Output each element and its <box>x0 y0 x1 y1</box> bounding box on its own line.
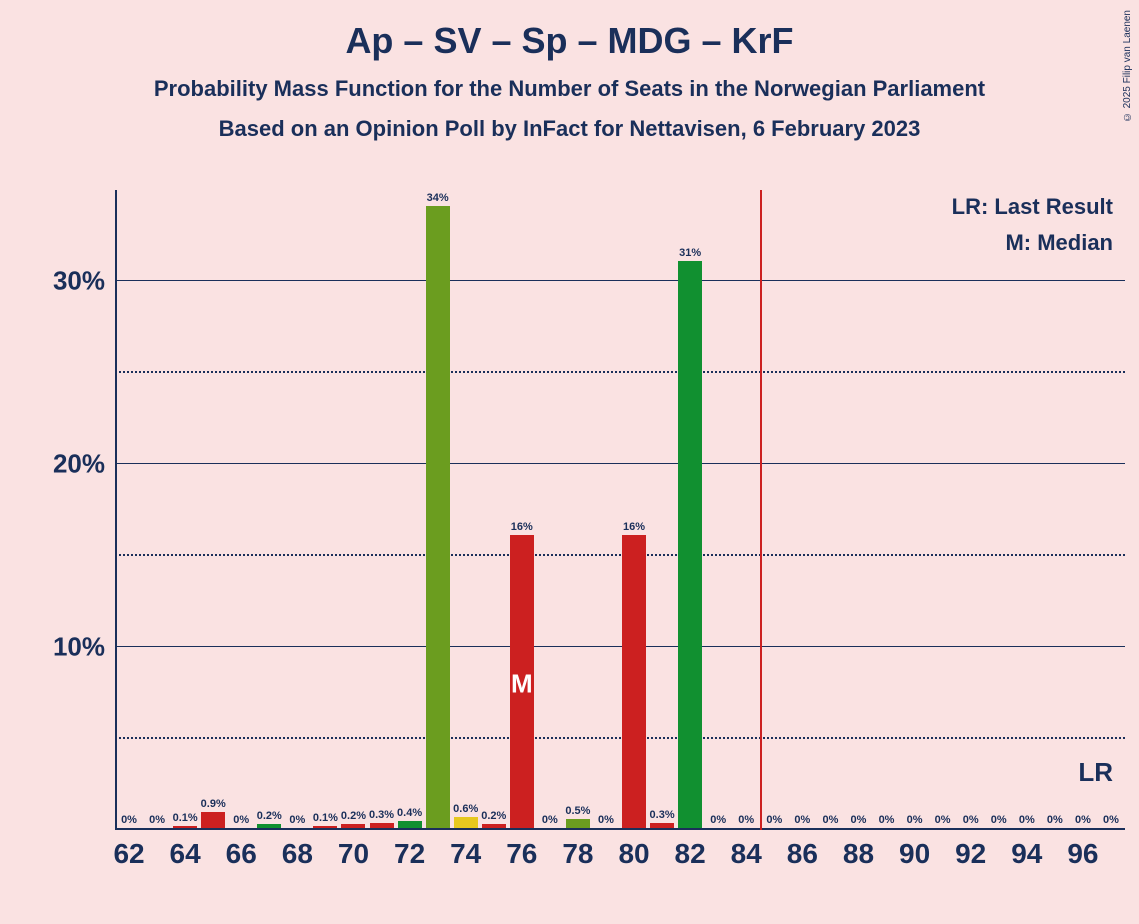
bar: 0.5% <box>566 819 590 828</box>
legend-lr: LR: Last Result <box>952 194 1113 220</box>
x-axis-tick: 82 <box>675 838 706 870</box>
bar-value-label: 0% <box>935 814 951 826</box>
bar-value-label: 0.5% <box>565 805 590 817</box>
bar: 34% <box>426 206 450 828</box>
y-axis-label: 10% <box>53 632 105 663</box>
bar: 31% <box>678 261 702 828</box>
bar-value-label: 0% <box>991 814 1007 826</box>
bar-value-label: 0% <box>963 814 979 826</box>
gridline-minor <box>115 371 1125 373</box>
bar-value-label: 0% <box>851 814 867 826</box>
x-axis-tick: 90 <box>899 838 930 870</box>
bar-value-label: 16% <box>623 521 645 533</box>
bar: 0.3% <box>650 823 674 828</box>
x-axis-tick: 64 <box>170 838 201 870</box>
bar-value-label: 0.2% <box>257 810 282 822</box>
bar: 0.2% <box>482 824 506 828</box>
bar-value-label: 0% <box>794 814 810 826</box>
bar-value-label: 0% <box>542 814 558 826</box>
bar-chart: LR: Last Result M: Median 10%20%30%LR0%0… <box>115 190 1125 830</box>
x-axis <box>115 828 1125 830</box>
x-axis-tick: 70 <box>338 838 369 870</box>
gridline-major <box>115 463 1125 464</box>
bar: 0.1% <box>313 826 337 828</box>
bar-value-label: 0.3% <box>369 809 394 821</box>
copyright-text: © 2025 Filip van Laenen <box>1122 10 1133 122</box>
gridline-minor <box>115 737 1125 739</box>
chart-subtitle: Probability Mass Function for the Number… <box>0 76 1139 102</box>
x-axis-tick: 94 <box>1011 838 1042 870</box>
chart-subtitle-2: Based on an Opinion Poll by InFact for N… <box>0 116 1139 142</box>
bar-value-label: 0% <box>1019 814 1035 826</box>
x-axis-tick: 76 <box>506 838 537 870</box>
bar-value-label: 0% <box>907 814 923 826</box>
legend: LR: Last Result M: Median <box>952 194 1113 266</box>
bar-value-label: 0% <box>710 814 726 826</box>
bar: 0.2% <box>341 824 365 828</box>
x-axis-tick: 66 <box>226 838 257 870</box>
bar-value-label: 0% <box>766 814 782 826</box>
x-axis-tick: 88 <box>843 838 874 870</box>
x-axis-tick: 78 <box>562 838 593 870</box>
bar-value-label: 0% <box>233 814 249 826</box>
y-axis-label: 20% <box>53 449 105 480</box>
x-axis-tick: 68 <box>282 838 313 870</box>
bar-value-label: 34% <box>427 192 449 204</box>
gridline-major <box>115 280 1125 281</box>
bar-value-label: 0.9% <box>201 798 226 810</box>
median-marker: M <box>511 668 533 699</box>
bar-value-label: 0.1% <box>173 812 198 824</box>
bar: 0.6% <box>454 817 478 828</box>
bar-value-label: 0% <box>149 814 165 826</box>
bar-value-label: 0% <box>1103 814 1119 826</box>
bar-value-label: 0% <box>822 814 838 826</box>
bar-value-label: 0% <box>598 814 614 826</box>
legend-m: M: Median <box>952 230 1113 256</box>
lr-label: LR <box>1078 757 1113 788</box>
x-axis-tick: 62 <box>113 838 144 870</box>
bar: 0.4% <box>398 821 422 828</box>
gridline-major <box>115 646 1125 647</box>
bar-value-label: 0.6% <box>453 803 478 815</box>
bar-value-label: 0.2% <box>481 810 506 822</box>
bar-value-label: 0% <box>121 814 137 826</box>
bar-value-label: 31% <box>679 247 701 259</box>
bar-value-label: 0% <box>879 814 895 826</box>
x-axis-tick: 92 <box>955 838 986 870</box>
y-axis <box>115 190 117 830</box>
bar: 0.2% <box>257 824 281 828</box>
bar-value-label: 0.3% <box>650 809 675 821</box>
bar-value-label: 0.4% <box>397 807 422 819</box>
bar-value-label: 16% <box>511 521 533 533</box>
bar-value-label: 0% <box>738 814 754 826</box>
bar-value-label: 0% <box>289 814 305 826</box>
bar: 0.3% <box>370 823 394 828</box>
bar-value-label: 0.1% <box>313 812 338 824</box>
bar: 16% <box>622 535 646 828</box>
x-axis-tick: 84 <box>731 838 762 870</box>
x-axis-tick: 80 <box>618 838 649 870</box>
bar-value-label: 0% <box>1047 814 1063 826</box>
x-axis-tick: 86 <box>787 838 818 870</box>
lr-line <box>760 190 762 830</box>
y-axis-label: 30% <box>53 266 105 297</box>
chart-title: Ap – SV – Sp – MDG – KrF <box>0 0 1139 62</box>
gridline-minor <box>115 554 1125 556</box>
bar-value-label: 0.2% <box>341 810 366 822</box>
bar-value-label: 0% <box>1075 814 1091 826</box>
bar: 0.1% <box>173 826 197 828</box>
x-axis-tick: 96 <box>1067 838 1098 870</box>
bar: 0.9% <box>201 812 225 828</box>
x-axis-tick: 74 <box>450 838 481 870</box>
x-axis-tick: 72 <box>394 838 425 870</box>
